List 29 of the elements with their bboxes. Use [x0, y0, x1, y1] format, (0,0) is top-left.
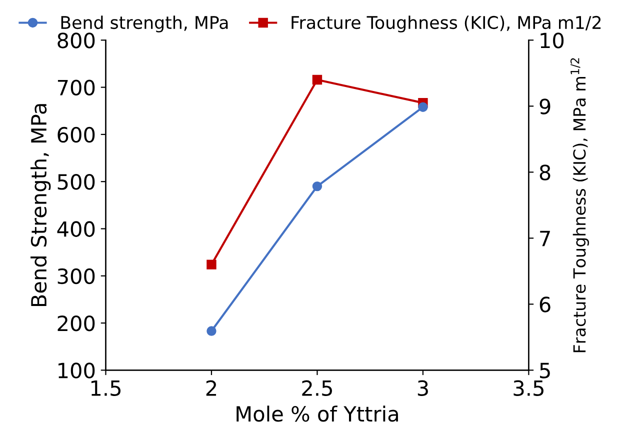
y-tick-label: 200 [58, 315, 95, 332]
y2-tick-label: 7 [540, 230, 550, 246]
y-tick-label: 800 [58, 32, 95, 48]
point [206, 326, 216, 336]
y2-tick-label: 10 [540, 32, 564, 48]
y-tick-label: 400 [57, 221, 95, 237]
x-axis-title: Mole % of Yttria [236, 406, 398, 422]
y2-tick-label: 5 [540, 362, 550, 378]
point [206, 260, 216, 270]
y2-tick-label: 9 [540, 98, 550, 114]
point [418, 102, 428, 112]
point [312, 181, 322, 192]
legend-label: Bend strength, MPa [61, 16, 228, 32]
y-tick-label: 600 [58, 126, 95, 143]
x-tick-label: 2 [206, 380, 216, 396]
x-tick-label: 1.5 [91, 380, 120, 396]
y2-tick-label: 6 [540, 296, 550, 312]
y-tick-label: 700 [58, 80, 95, 96]
x-tick-label: 3 [418, 380, 428, 396]
y2-axis-title: Fracture Toughness (KIC), MPa m$^{1/2}$ [570, 58, 589, 352]
y-tick-label: 100 [58, 362, 95, 378]
y-axis-title: Bend Strength, MPa [30, 104, 51, 306]
y-tick-label: 500 [58, 174, 95, 190]
point [312, 74, 322, 85]
y2-tick-label: 8 [540, 164, 550, 180]
legend-label: Fracture Toughness (KIC), MPa m1/2 [292, 16, 601, 32]
x-tick-label: 2.5 [302, 380, 332, 396]
y-tick-label: 300 [58, 268, 95, 284]
x-tick-label: 3.5 [514, 380, 544, 396]
